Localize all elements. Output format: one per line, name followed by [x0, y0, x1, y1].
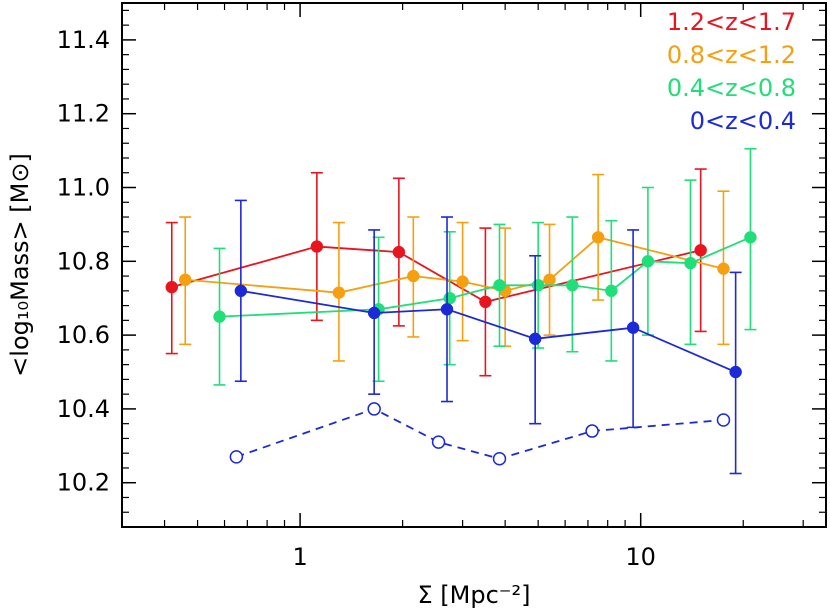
plot-content [165, 147, 757, 475]
series-0<z<0.4 [234, 199, 742, 475]
data-point [716, 413, 731, 427]
plot-frame [121, 2, 827, 528]
y-tick-label: 11.4 [57, 26, 110, 54]
legend-item: 0<z<0.4 [690, 107, 796, 135]
legend: 1.2<z<1.7 0.8<z<1.2 0.4<z<0.8 0<z<0.4 [667, 8, 796, 135]
data-point [626, 321, 640, 334]
series-0.8<z<1.2 [178, 173, 730, 362]
series-open-circles [229, 402, 731, 466]
y-tick-label: 11.0 [57, 174, 110, 202]
legend-item: 0.4<z<0.8 [667, 74, 796, 102]
data-point [641, 255, 655, 268]
series-line [236, 407, 724, 460]
data-point [367, 306, 381, 320]
legend-item: 0.8<z<1.2 [667, 41, 796, 69]
data-point [367, 402, 381, 416]
data-point [332, 286, 346, 299]
data-point [605, 284, 618, 298]
axes-ticks [122, 3, 826, 528]
y-tick-label: 10.6 [57, 321, 110, 349]
y-tick-label: 10.8 [57, 247, 110, 275]
data-point [566, 279, 579, 292]
data-point [543, 273, 556, 287]
data-point [684, 256, 697, 270]
data-point [229, 450, 244, 464]
series-1.2<z<1.7 [165, 168, 707, 377]
data-point [591, 231, 605, 244]
y-axis-label: <log₁₀Mass> [M⊙] [6, 153, 34, 377]
data-point [407, 269, 420, 283]
data-point [493, 279, 506, 292]
data-point [213, 310, 226, 323]
data-point [694, 243, 707, 257]
data-point [479, 295, 492, 309]
y-tick-label: 10.2 [57, 469, 110, 497]
data-point [531, 279, 545, 292]
data-point [492, 451, 507, 466]
data-point [443, 291, 456, 305]
data-point [717, 262, 730, 275]
y-tick-label: 11.2 [57, 100, 110, 128]
x-tick-label: 1 [292, 543, 307, 571]
tick-labels: 10.2 10.4 10.6 10.8 11.0 11.2 11.4 1 10 [57, 26, 656, 571]
series-line [219, 236, 751, 318]
series-0.4<z<0.8 [213, 147, 757, 386]
series-line [171, 245, 701, 303]
x-tick-label: 10 [625, 543, 656, 571]
x-axis-label: Σ [Mpc⁻²] [418, 581, 531, 609]
data-point [431, 435, 446, 449]
data-point [310, 240, 324, 253]
data-point [729, 365, 742, 379]
y-tick-label: 10.4 [57, 395, 110, 423]
data-point [744, 231, 757, 244]
legend-item: 1.2<z<1.7 [667, 8, 796, 36]
data-point [456, 275, 469, 288]
data-point [178, 273, 192, 287]
data-point [528, 332, 542, 346]
series-line [240, 289, 736, 373]
series-line [185, 236, 724, 294]
data-point [440, 303, 454, 316]
data-point [234, 284, 248, 298]
data-point [585, 424, 599, 438]
data-point [392, 245, 406, 259]
data-point [165, 280, 179, 294]
